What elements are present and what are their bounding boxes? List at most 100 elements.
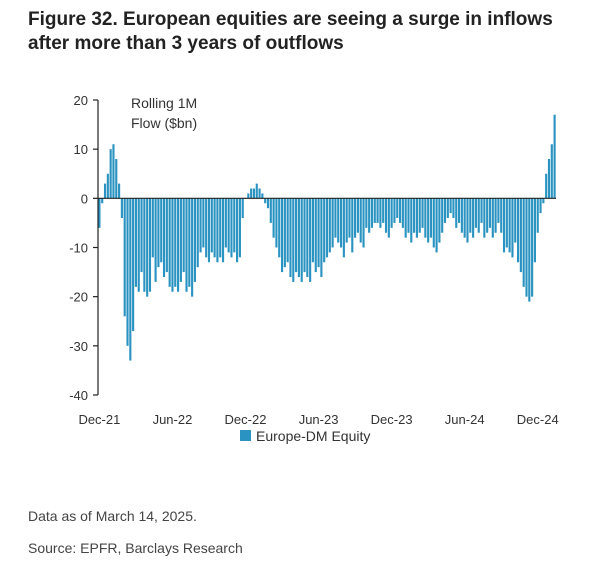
bar bbox=[517, 198, 520, 263]
bar bbox=[398, 198, 402, 223]
bar bbox=[393, 198, 396, 223]
bar bbox=[250, 188, 253, 199]
bar bbox=[351, 198, 354, 253]
bar bbox=[531, 198, 534, 297]
bar bbox=[435, 198, 438, 253]
bar bbox=[98, 198, 101, 228]
bar bbox=[148, 198, 152, 292]
bar bbox=[427, 198, 430, 243]
bar bbox=[421, 198, 424, 228]
bar bbox=[387, 198, 390, 238]
bar bbox=[328, 198, 331, 253]
bar bbox=[280, 198, 284, 273]
bar bbox=[365, 198, 368, 228]
bar bbox=[480, 198, 483, 223]
bar bbox=[449, 198, 452, 214]
y-tick-label: 0 bbox=[81, 191, 88, 206]
bar bbox=[359, 198, 362, 243]
bar bbox=[550, 144, 553, 199]
bar bbox=[103, 183, 107, 199]
bar bbox=[502, 198, 506, 253]
bar bbox=[233, 198, 236, 253]
bar bbox=[168, 198, 171, 287]
bar bbox=[191, 198, 194, 297]
bars-group bbox=[98, 114, 556, 361]
x-tick-label: Dec-24 bbox=[517, 412, 559, 427]
bar bbox=[115, 159, 118, 199]
y-axis-label-line-2: Flow ($bn) bbox=[131, 115, 197, 131]
y-tick-label: 10 bbox=[74, 142, 88, 157]
bar bbox=[404, 198, 407, 238]
bar bbox=[160, 198, 163, 263]
y-tick-label: -10 bbox=[69, 241, 88, 256]
bar bbox=[171, 198, 174, 292]
bar bbox=[177, 198, 180, 292]
bar bbox=[300, 198, 303, 282]
bar bbox=[311, 198, 315, 263]
bar bbox=[297, 198, 300, 277]
bar bbox=[179, 198, 182, 282]
bar bbox=[157, 198, 160, 268]
bar bbox=[109, 149, 112, 199]
bar bbox=[441, 198, 444, 233]
data-as-of-note: Data as of March 14, 2025. bbox=[28, 508, 197, 524]
bar bbox=[429, 198, 433, 238]
bar bbox=[539, 198, 542, 214]
legend-label: Europe-DM Equity bbox=[256, 428, 370, 444]
bar bbox=[455, 198, 458, 228]
y-axis-label-line-1: Rolling 1M bbox=[131, 95, 197, 111]
bar bbox=[508, 198, 511, 253]
bar bbox=[528, 198, 531, 302]
y-tick-label: 20 bbox=[74, 93, 88, 108]
y-tick-label: -40 bbox=[69, 388, 88, 403]
bar bbox=[258, 188, 261, 199]
bar bbox=[339, 198, 343, 248]
bar bbox=[362, 198, 365, 248]
x-tick-label: Jun-22 bbox=[153, 412, 193, 427]
bar bbox=[146, 198, 149, 297]
bar bbox=[314, 198, 317, 273]
bar bbox=[309, 198, 312, 282]
bar bbox=[432, 198, 435, 248]
bar bbox=[413, 198, 416, 233]
bar bbox=[238, 198, 241, 258]
bar bbox=[286, 198, 289, 263]
bar bbox=[488, 198, 492, 228]
bar bbox=[463, 198, 466, 238]
bar bbox=[382, 198, 385, 223]
bar bbox=[542, 198, 545, 204]
bar bbox=[126, 198, 129, 346]
legend-swatch bbox=[240, 430, 251, 441]
bar bbox=[112, 144, 115, 199]
bar bbox=[255, 183, 258, 199]
bar bbox=[553, 114, 556, 199]
bar bbox=[474, 198, 477, 228]
bar bbox=[384, 198, 388, 233]
x-tick-label: Jun-23 bbox=[299, 412, 339, 427]
bar bbox=[401, 198, 404, 228]
bar bbox=[373, 198, 376, 223]
bar bbox=[446, 198, 449, 218]
bar bbox=[345, 198, 348, 243]
bar bbox=[356, 198, 359, 233]
legend: Europe-DM Equity bbox=[240, 428, 370, 444]
bar bbox=[533, 198, 536, 263]
bar bbox=[132, 198, 135, 332]
bar bbox=[505, 198, 508, 248]
bar bbox=[210, 198, 213, 253]
bar bbox=[522, 198, 525, 287]
bar-chart: 20 10 0 -10 -20 -30 -40 Dec-21 Jun-22 Dec-22 Jun-… bbox=[69, 93, 559, 444]
bar bbox=[266, 198, 270, 209]
bar bbox=[295, 198, 298, 273]
bar bbox=[182, 198, 185, 273]
bar bbox=[202, 198, 205, 248]
bar bbox=[438, 198, 441, 243]
bar bbox=[134, 198, 137, 287]
bar bbox=[289, 198, 292, 277]
bar bbox=[525, 198, 528, 297]
bar bbox=[154, 198, 157, 282]
bar bbox=[545, 173, 548, 199]
title-line-2: after more than 3 years of outflows bbox=[28, 33, 344, 54]
bar bbox=[252, 188, 256, 199]
bar bbox=[162, 198, 166, 277]
